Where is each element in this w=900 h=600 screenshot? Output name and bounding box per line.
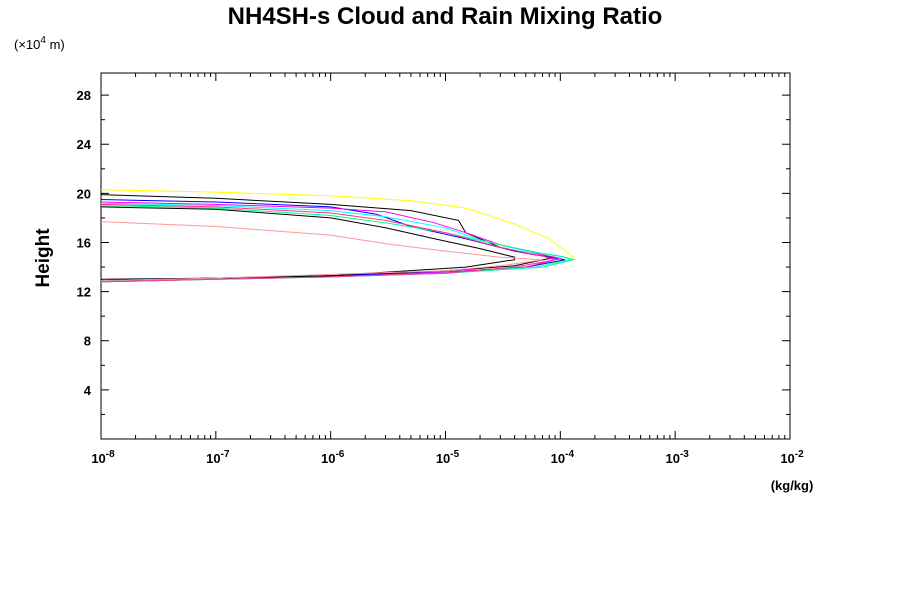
axis-ticks bbox=[100, 73, 790, 439]
x-tick-label: 10-7 bbox=[206, 449, 230, 466]
y-tick-label: 4 bbox=[84, 383, 92, 398]
x-tick-exp: -5 bbox=[450, 449, 459, 460]
x-tick-base: 10 bbox=[321, 451, 335, 466]
series-line-8 bbox=[100, 206, 516, 280]
x-tick-exp: -3 bbox=[680, 449, 689, 460]
x-tick-label: 10-6 bbox=[321, 449, 345, 466]
x-tick-base: 10 bbox=[780, 451, 794, 466]
y-unit-label: (×104 m) bbox=[14, 35, 65, 52]
series-group bbox=[100, 189, 576, 283]
y-tick-label: 20 bbox=[77, 186, 91, 201]
x-tick-base: 10 bbox=[551, 451, 565, 466]
y-tick-label: 16 bbox=[77, 235, 91, 250]
x-axis-label: (kg/kg) bbox=[771, 478, 814, 493]
y-tick-label: 28 bbox=[77, 88, 91, 103]
series-line-9 bbox=[100, 221, 543, 282]
chart-title: NH4SH-s Cloud and Rain Mixing Ratio bbox=[228, 3, 663, 30]
x-tick-exp: -8 bbox=[106, 449, 115, 460]
plot-frame bbox=[100, 72, 791, 440]
y-unit-prefix: (×10 bbox=[14, 37, 40, 52]
series-line-6 bbox=[100, 205, 576, 283]
x-tick-base: 10 bbox=[665, 451, 679, 466]
x-tick-label: 10-4 bbox=[551, 449, 575, 466]
x-tick-base: 10 bbox=[436, 451, 450, 466]
x-tick-base: 10 bbox=[206, 451, 220, 466]
x-tick-labels: 10-8 10-7 10-6 10-5 10-4 10-3 10-2 bbox=[91, 449, 804, 466]
x-tick-exp: -7 bbox=[221, 449, 230, 460]
x-tick-label: 10-3 bbox=[665, 449, 689, 466]
y-tick-label: 8 bbox=[84, 334, 91, 349]
y-tick-label: 12 bbox=[77, 285, 91, 300]
x-tick-label: 10-2 bbox=[780, 449, 804, 466]
y-tick-labels: 4 8 12 16 20 24 28 bbox=[77, 88, 92, 398]
x-tick-base: 10 bbox=[91, 451, 105, 466]
x-tick-label: 10-8 bbox=[91, 449, 115, 466]
y-axis-label: Height bbox=[33, 228, 54, 288]
y-unit-exp: 4 bbox=[40, 35, 46, 46]
x-tick-exp: -4 bbox=[565, 449, 574, 460]
y-unit-suffix: m) bbox=[46, 37, 65, 52]
y-tick-label: 24 bbox=[77, 137, 92, 152]
x-tick-exp: -6 bbox=[335, 449, 344, 460]
x-tick-exp: -2 bbox=[795, 449, 804, 460]
series-line-7 bbox=[100, 203, 556, 283]
x-tick-label: 10-5 bbox=[436, 449, 460, 466]
